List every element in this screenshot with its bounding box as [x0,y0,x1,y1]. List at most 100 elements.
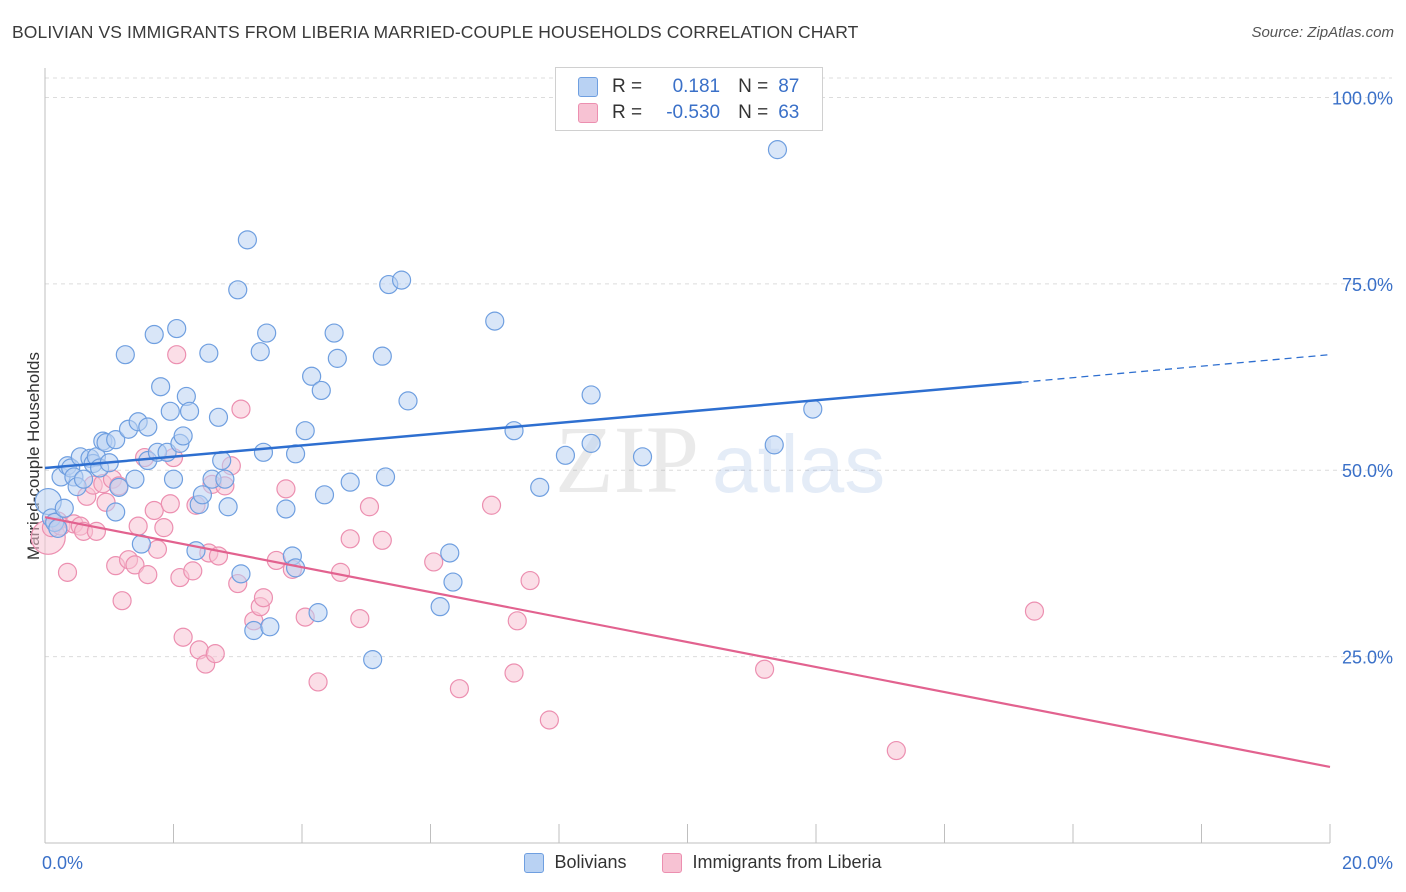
bolivians-point [199,343,219,363]
bolivians-point [237,230,257,250]
liberia-point [449,679,470,699]
liberia-point [504,663,524,683]
bolivians-point [302,366,322,386]
trend-lines [44,354,1331,769]
y-tick-label: 75.0% [1342,275,1393,295]
watermark-atlas: atlas [712,419,885,510]
liberia-point [424,552,444,572]
bolivians-point [530,477,550,497]
bolivians-point [555,445,576,465]
liberia-point [886,740,906,761]
bolivians-point [803,399,823,419]
bolivians-point [314,485,335,505]
bolivians-point [192,485,213,505]
bolivians-point [179,401,200,421]
bolivians-point [398,391,418,411]
legend-n-label: N = [738,76,769,97]
bolivians-point [764,435,784,455]
bolivians-point [581,433,601,453]
liberia-point [359,497,380,517]
bolivians-point [257,323,277,343]
legend-swatch-bolivians [524,852,545,873]
legend-item-bolivians[interactable]: Bolivians [524,852,626,873]
bolivians-point [295,421,315,441]
bolivians-point [48,518,68,538]
bolivians-point [375,467,396,487]
bolivians-point [430,597,450,617]
bolivians-point [231,564,251,584]
liberia-point [167,345,187,365]
liberia-point [138,565,158,585]
liberia-point [112,591,132,611]
bolivians-point [54,498,74,518]
bolivians-point [260,617,280,637]
bolivians-point [391,270,412,290]
bolivians-point [581,385,601,405]
bolivians-point [504,421,524,441]
y-tick-label: 50.0% [1342,461,1393,481]
liberia-point [231,399,251,419]
bolivians-point [311,380,331,401]
liberia-point [160,494,180,514]
bolivians-point [138,417,158,437]
legend-swatch-liberia [662,852,683,873]
bolivians-point [308,603,328,623]
source-label: Source: ZipAtlas.com [1251,24,1394,41]
bolivians-point [363,649,383,670]
x-tick-label-max: 20.0% [1342,853,1393,873]
bolivians-point [106,430,126,450]
bolivians-point [327,348,347,368]
bolivians-point [443,572,463,592]
bolivians-point [372,346,392,366]
bolivians-trend-line [44,381,1022,470]
liberia-trend-line [44,516,1331,769]
liberia-point [350,608,370,629]
bolivians-point [144,324,164,345]
bolivians-point [632,447,653,467]
liberia-point [481,495,502,515]
series-legend: Bolivians Immigrants from Liberia [0,852,1406,873]
bolivians-trend-extension [1021,354,1331,383]
liberia-point [372,530,392,550]
bolivians-point [340,472,360,492]
liberia-point [308,672,328,692]
legend-n-label: N = [738,102,769,123]
liberia-point [539,710,559,730]
liberia-point [754,659,775,679]
liberia-point [520,570,540,591]
liberia-point [173,627,193,647]
bolivians-point [115,345,135,365]
legend-r-value: 0.181 [672,76,721,97]
liberia-point [147,539,168,559]
liberia-point [253,588,274,608]
legend-r-label: R = [612,76,643,97]
watermark: ZIP atlas [555,406,885,513]
watermark-zip: ZIP [555,406,699,513]
liberia-point [340,529,360,549]
liberia-point [128,516,148,536]
tick-labels: 25.0% 50.0% 75.0% 100.0% 0.0% 20.0% [42,88,1393,873]
bolivians-point [167,318,187,339]
legend-r-label: R = [612,102,643,123]
liberia-point [57,562,78,582]
bolivians-point [163,469,184,489]
liberia-point [144,500,164,521]
bolivians-point [276,499,296,519]
bolivians-point [253,442,274,462]
bolivians-point [218,497,238,517]
legend-n-value: 63 [778,102,800,123]
series-bolivians-points [34,140,823,670]
bolivians-point [73,469,94,489]
stats-legend: R = 0.181 N = 87 R = -0.530 N = 63 [555,67,823,131]
bolivians-point [160,401,180,421]
axes [44,68,1331,844]
legend-item-liberia[interactable]: Immigrants from Liberia [662,852,882,873]
bolivians-point [485,311,505,331]
legend-r-value: -0.530 [666,102,721,123]
liberia-point [125,555,145,575]
series-liberia-points [30,345,1045,761]
bolivians-point [244,620,264,641]
liberia-point [183,561,203,581]
bolivians-point [151,377,171,397]
